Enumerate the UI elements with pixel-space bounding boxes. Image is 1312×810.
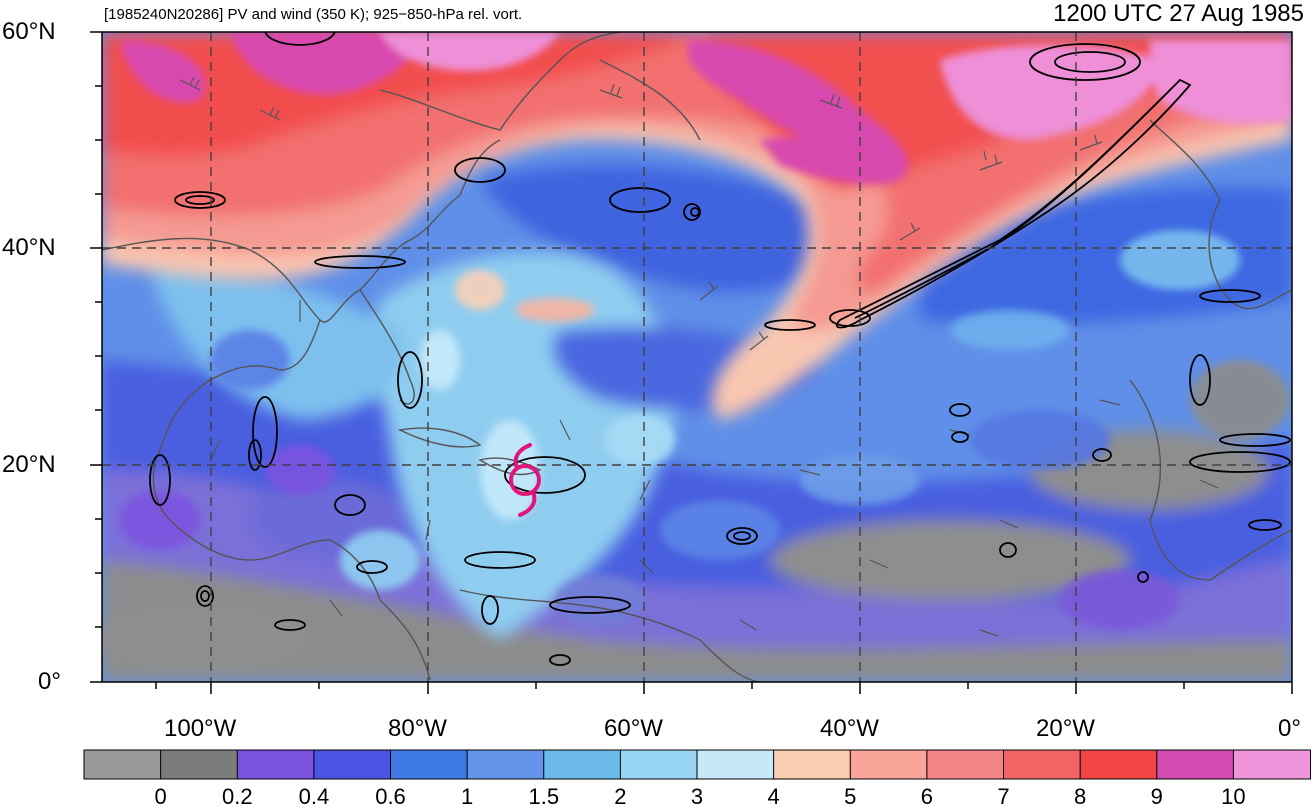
colorbar-swatch (926, 749, 1005, 780)
map-frame (101, 31, 1293, 683)
vorticity-contours (149, 32, 1291, 666)
graticule (102, 32, 1292, 682)
lat-label-40n: 40°N (2, 234, 56, 261)
tropical-storm-symbol (509, 443, 541, 517)
colorbar-tick-label: 5 (844, 784, 857, 809)
colorbar-tick-label: 10 (1221, 784, 1246, 809)
colorbar-swatch (313, 749, 392, 780)
colorbar-tick-label: 7 (997, 784, 1010, 809)
colorbar-swatch (696, 749, 775, 780)
lat-label-20n: 20°N (2, 451, 56, 478)
colorbar-swatch (83, 749, 162, 780)
colorbar-tick-label: 2 (614, 784, 627, 809)
colorbar-tick-label: 1 (460, 784, 474, 809)
colorbar-swatch (849, 749, 928, 780)
valid-time: 1200 UTC 27 Aug 1985 (1053, 0, 1304, 27)
colorbar-swatch (466, 749, 545, 780)
lon-label-20w: 20°W (1036, 715, 1095, 742)
colorbar-swatch (543, 749, 622, 780)
pv-field (102, 32, 1292, 682)
colorbar-swatch (1003, 749, 1082, 780)
colorbar-swatch (160, 749, 239, 780)
colorbar-swatch (773, 749, 852, 780)
wind-barbs (179, 76, 1219, 637)
axis-ticks (90, 31, 1293, 694)
colorbar-tick-label: 8 (1073, 784, 1087, 809)
colorbar-tick-label: 0.6 (375, 784, 406, 809)
lat-label-60n: 60°N (2, 18, 56, 45)
lon-label-60w: 60°W (604, 715, 663, 742)
colorbar-swatch (1156, 749, 1235, 780)
colorbar-tick-label: 0.4 (298, 784, 330, 809)
colorbar-tick-label: 3 (690, 784, 704, 809)
colorbar (83, 749, 1312, 780)
colorbar-swatch (1232, 749, 1312, 780)
lon-label-80w: 80°W (388, 715, 447, 742)
lon-label-0: 0° (1278, 715, 1301, 742)
lon-label-100w: 100°W (164, 715, 237, 742)
colorbar-swatch (619, 749, 699, 780)
colorbar-tick-label: 9 (1150, 784, 1163, 809)
colorbar-tick-label: 1.5 (528, 784, 560, 809)
coastlines (102, 32, 1292, 682)
colorbar-tick-label: 6 (920, 784, 934, 809)
colorbar-swatch (1079, 749, 1158, 780)
colorbar-tick-label: 0.2 (222, 784, 253, 809)
colorbar-swatch (390, 749, 469, 780)
lat-label-0: 0° (38, 668, 61, 695)
plot-title: [1985240N20286] PV and wind (350 K); 925… (104, 6, 523, 23)
lon-label-40w: 40°W (820, 715, 879, 742)
colorbar-tick-label: 0 (154, 784, 167, 809)
colorbar-tick-label: 4 (767, 784, 780, 809)
colorbar-swatch (236, 749, 315, 780)
